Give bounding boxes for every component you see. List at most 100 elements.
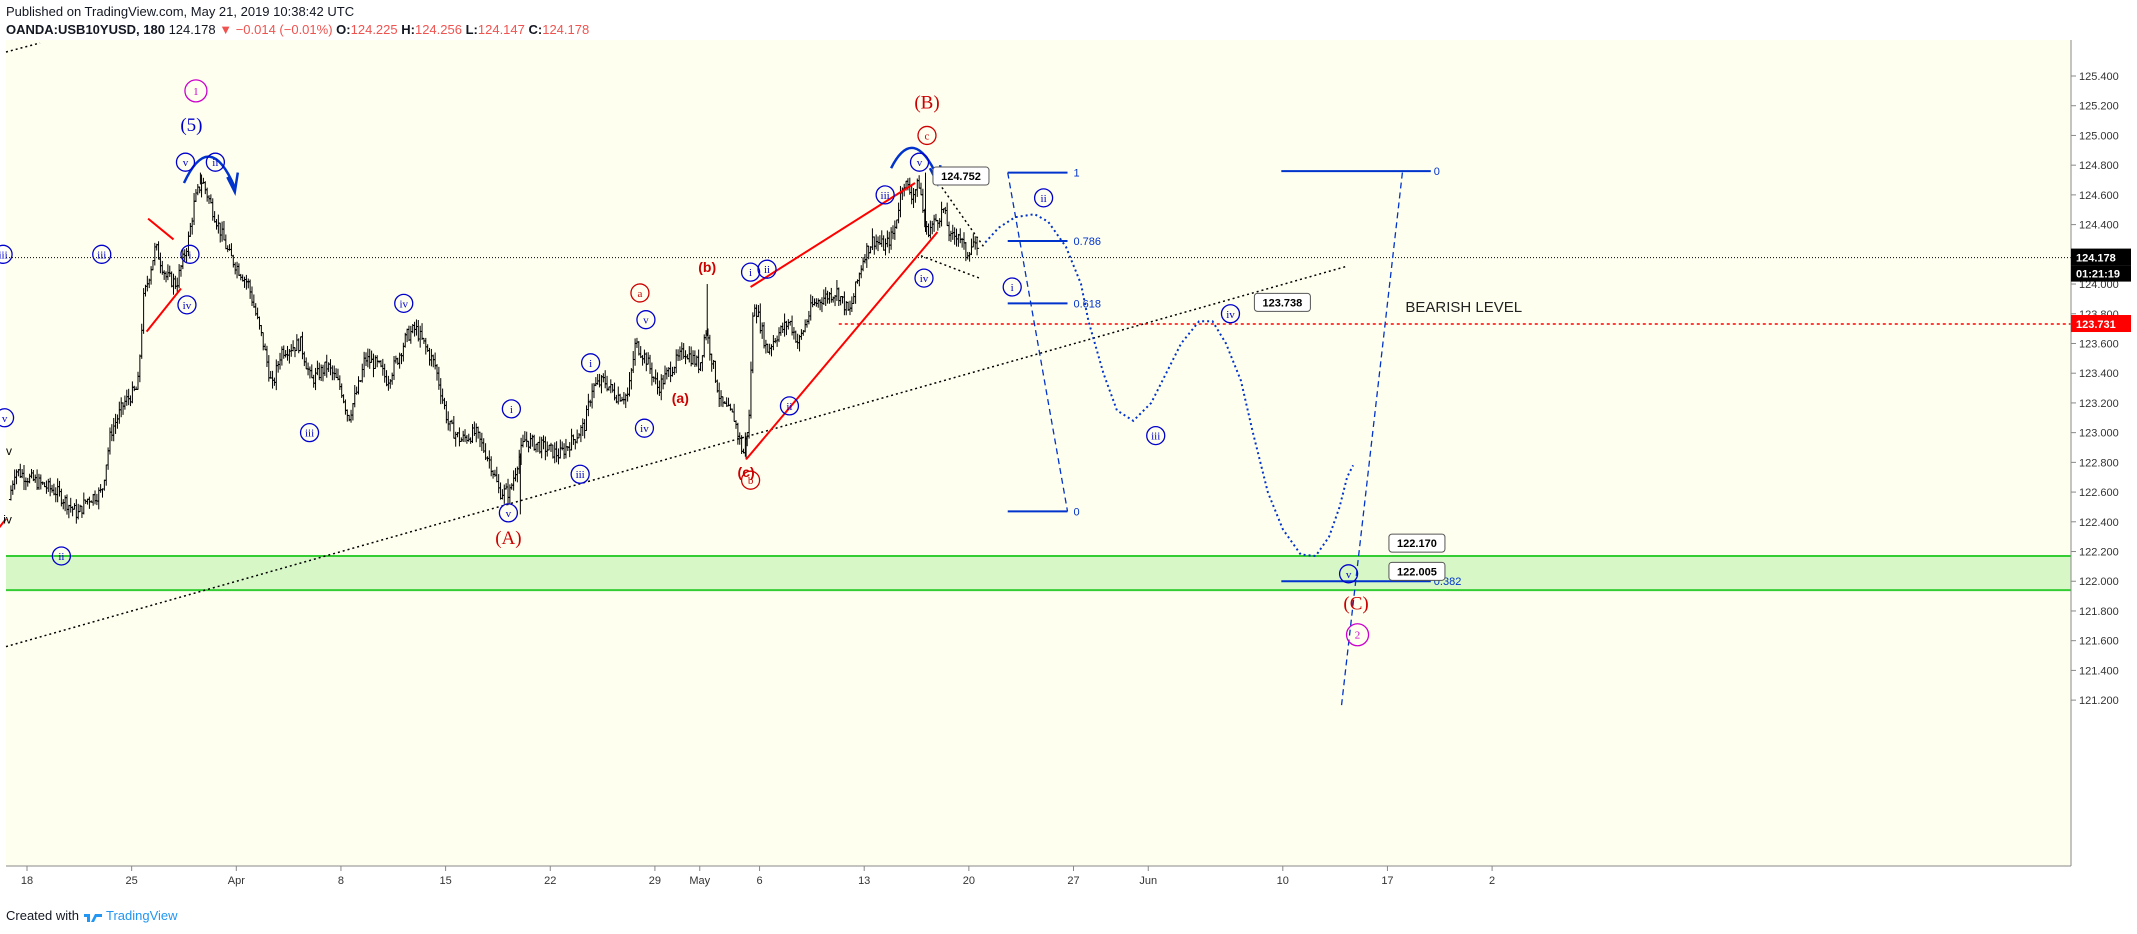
y-tick-label: 121.600 — [2079, 636, 2119, 648]
high-value: 124.256 — [414, 22, 462, 37]
wave-label-blue-circle — [1146, 425, 1166, 446]
wave-label-blue: v — [643, 315, 649, 327]
wave-label-blue-circle — [875, 185, 895, 205]
x-tick-label: 25 — [126, 875, 138, 887]
wave-label-blue-circle — [757, 259, 777, 279]
wave-label-blue-circle — [177, 295, 197, 315]
wave-label-blue-circle — [740, 262, 761, 282]
wave-label-blue-circle — [205, 152, 226, 172]
y-tick-label: 123.600 — [2079, 338, 2119, 350]
wave-label-blue: v — [2, 413, 8, 425]
x-tick-label: 6 — [756, 875, 762, 887]
candles — [8, 172, 980, 524]
wave-label-blue-circle — [394, 293, 414, 314]
x-tick-label: 10 — [1277, 875, 1289, 887]
x-tick-label: 22 — [544, 875, 556, 887]
wave-label-blue-circle — [636, 310, 656, 330]
x-tick-label: 2 — [1489, 875, 1495, 887]
wave-label-blue: iv — [183, 300, 192, 312]
wave-label-red: (A) — [495, 528, 521, 549]
created-with-text: Created with — [6, 908, 79, 923]
x-tick-label: Jun — [1139, 875, 1157, 887]
wave-label-blue-circle — [1033, 188, 1054, 208]
fib-level-label: 0 — [1434, 166, 1440, 178]
down-arrow-icon: ▼ — [219, 22, 233, 37]
x-tick-label: 8 — [338, 875, 344, 887]
wave-label-magenta-circle — [184, 79, 208, 103]
curved-arrow-right — [889, 146, 939, 178]
wave-label-red: (a) — [672, 390, 689, 406]
y-tick-label: 121.200 — [2079, 695, 2119, 707]
countdown-tag-box — [2071, 265, 2131, 282]
wave-label-blue: iii — [576, 469, 585, 481]
price-callout: 124.752 — [941, 171, 981, 183]
y-tick-label: 124.000 — [2079, 279, 2119, 291]
wave-label-blue-circle — [914, 268, 934, 288]
wave-label-blue: iv — [640, 423, 649, 435]
fib-trend-line — [1007, 172, 1069, 512]
flag-lower-line — [145, 287, 182, 333]
wave-label-red: (b) — [698, 259, 716, 275]
y-tick-label: 124.600 — [2079, 190, 2119, 202]
low-value: 124.147 — [477, 22, 525, 37]
low-label: L: — [465, 22, 478, 37]
flag-upper-line — [147, 217, 175, 241]
price-callout-box — [932, 166, 990, 186]
x-tick-label: 27 — [1067, 875, 1079, 887]
wave-label-magenta-circle — [1345, 623, 1370, 647]
upper-trendline — [5, 42, 41, 53]
wave-label-blue: iii — [97, 249, 106, 261]
y-tick-label: 122.800 — [2079, 457, 2119, 469]
wave-label-blue: v — [183, 157, 189, 169]
wave-label-blue-circle — [180, 244, 200, 264]
bearish-level-tag: 123.731 — [2076, 319, 2116, 331]
wave-label-blue-circle — [299, 422, 320, 443]
wave-label-red: c — [925, 130, 930, 142]
wedge-upper-line — [750, 182, 916, 288]
wave-label-blue: v — [1346, 569, 1352, 581]
wave-label-blue-circle — [175, 152, 196, 172]
y-tick-label: 123.400 — [2079, 368, 2119, 380]
fib-level-label: 0.618 — [1074, 298, 1102, 310]
wave-label-blue-circle — [634, 418, 655, 438]
wave-label-blue-circle — [1338, 564, 1359, 584]
price-axis-background — [2071, 0, 2137, 886]
wave-label-blue: ii — [1041, 193, 1047, 205]
price-callout-box — [1253, 292, 1311, 312]
x-tick-label: May — [689, 875, 710, 887]
wave-label-blue: ii — [764, 264, 770, 276]
fib-level-label: 0.786 — [1074, 236, 1102, 248]
countdown-tag: 01:21:19 — [2076, 269, 2120, 281]
wave-label-red-circle — [917, 125, 937, 146]
wave-label-blue: ii — [786, 401, 792, 413]
fib-level-label: 1 — [1074, 168, 1080, 180]
price-callout-box — [1388, 533, 1446, 553]
tradingview-brand-link[interactable]: TradingView — [105, 908, 178, 923]
x-tick-label: Apr — [228, 875, 245, 887]
published-text: Published on TradingView.com, May 21, 20… — [6, 4, 355, 19]
wave-label-blue: (5) — [180, 115, 202, 136]
time-axis-background — [0, 866, 2071, 892]
wave-label-blue: iii — [305, 428, 314, 440]
wave-label-blue: iii — [881, 190, 890, 202]
price-callout: 122.005 — [1397, 566, 1437, 578]
x-tick-label: 13 — [858, 875, 870, 887]
y-tick-label: 122.400 — [2079, 517, 2119, 529]
wave-label-blue-circle — [501, 399, 522, 419]
close-value: 124.178 — [542, 22, 590, 37]
y-tick-label: 121.800 — [2079, 606, 2119, 618]
wave-label-blue-circle — [0, 408, 15, 428]
wave-label-red: a — [638, 288, 643, 300]
last-price-tag: 124.178 — [2076, 253, 2116, 265]
y-tick-label: 122.200 — [2079, 547, 2119, 559]
x-tick-label: 17 — [1381, 875, 1393, 887]
close-label: C: — [528, 22, 543, 37]
symbol-label[interactable]: OANDA:USB10YUSD, 180 — [6, 22, 165, 37]
wave-label-blue: v — [917, 157, 923, 169]
wedge-lower-line — [745, 231, 939, 461]
price-callout: 123.738 — [1263, 297, 1303, 309]
x-tick-label: 29 — [649, 875, 661, 887]
last-price-tag-box — [2071, 248, 2131, 266]
wave-label-blue: i — [749, 267, 752, 279]
